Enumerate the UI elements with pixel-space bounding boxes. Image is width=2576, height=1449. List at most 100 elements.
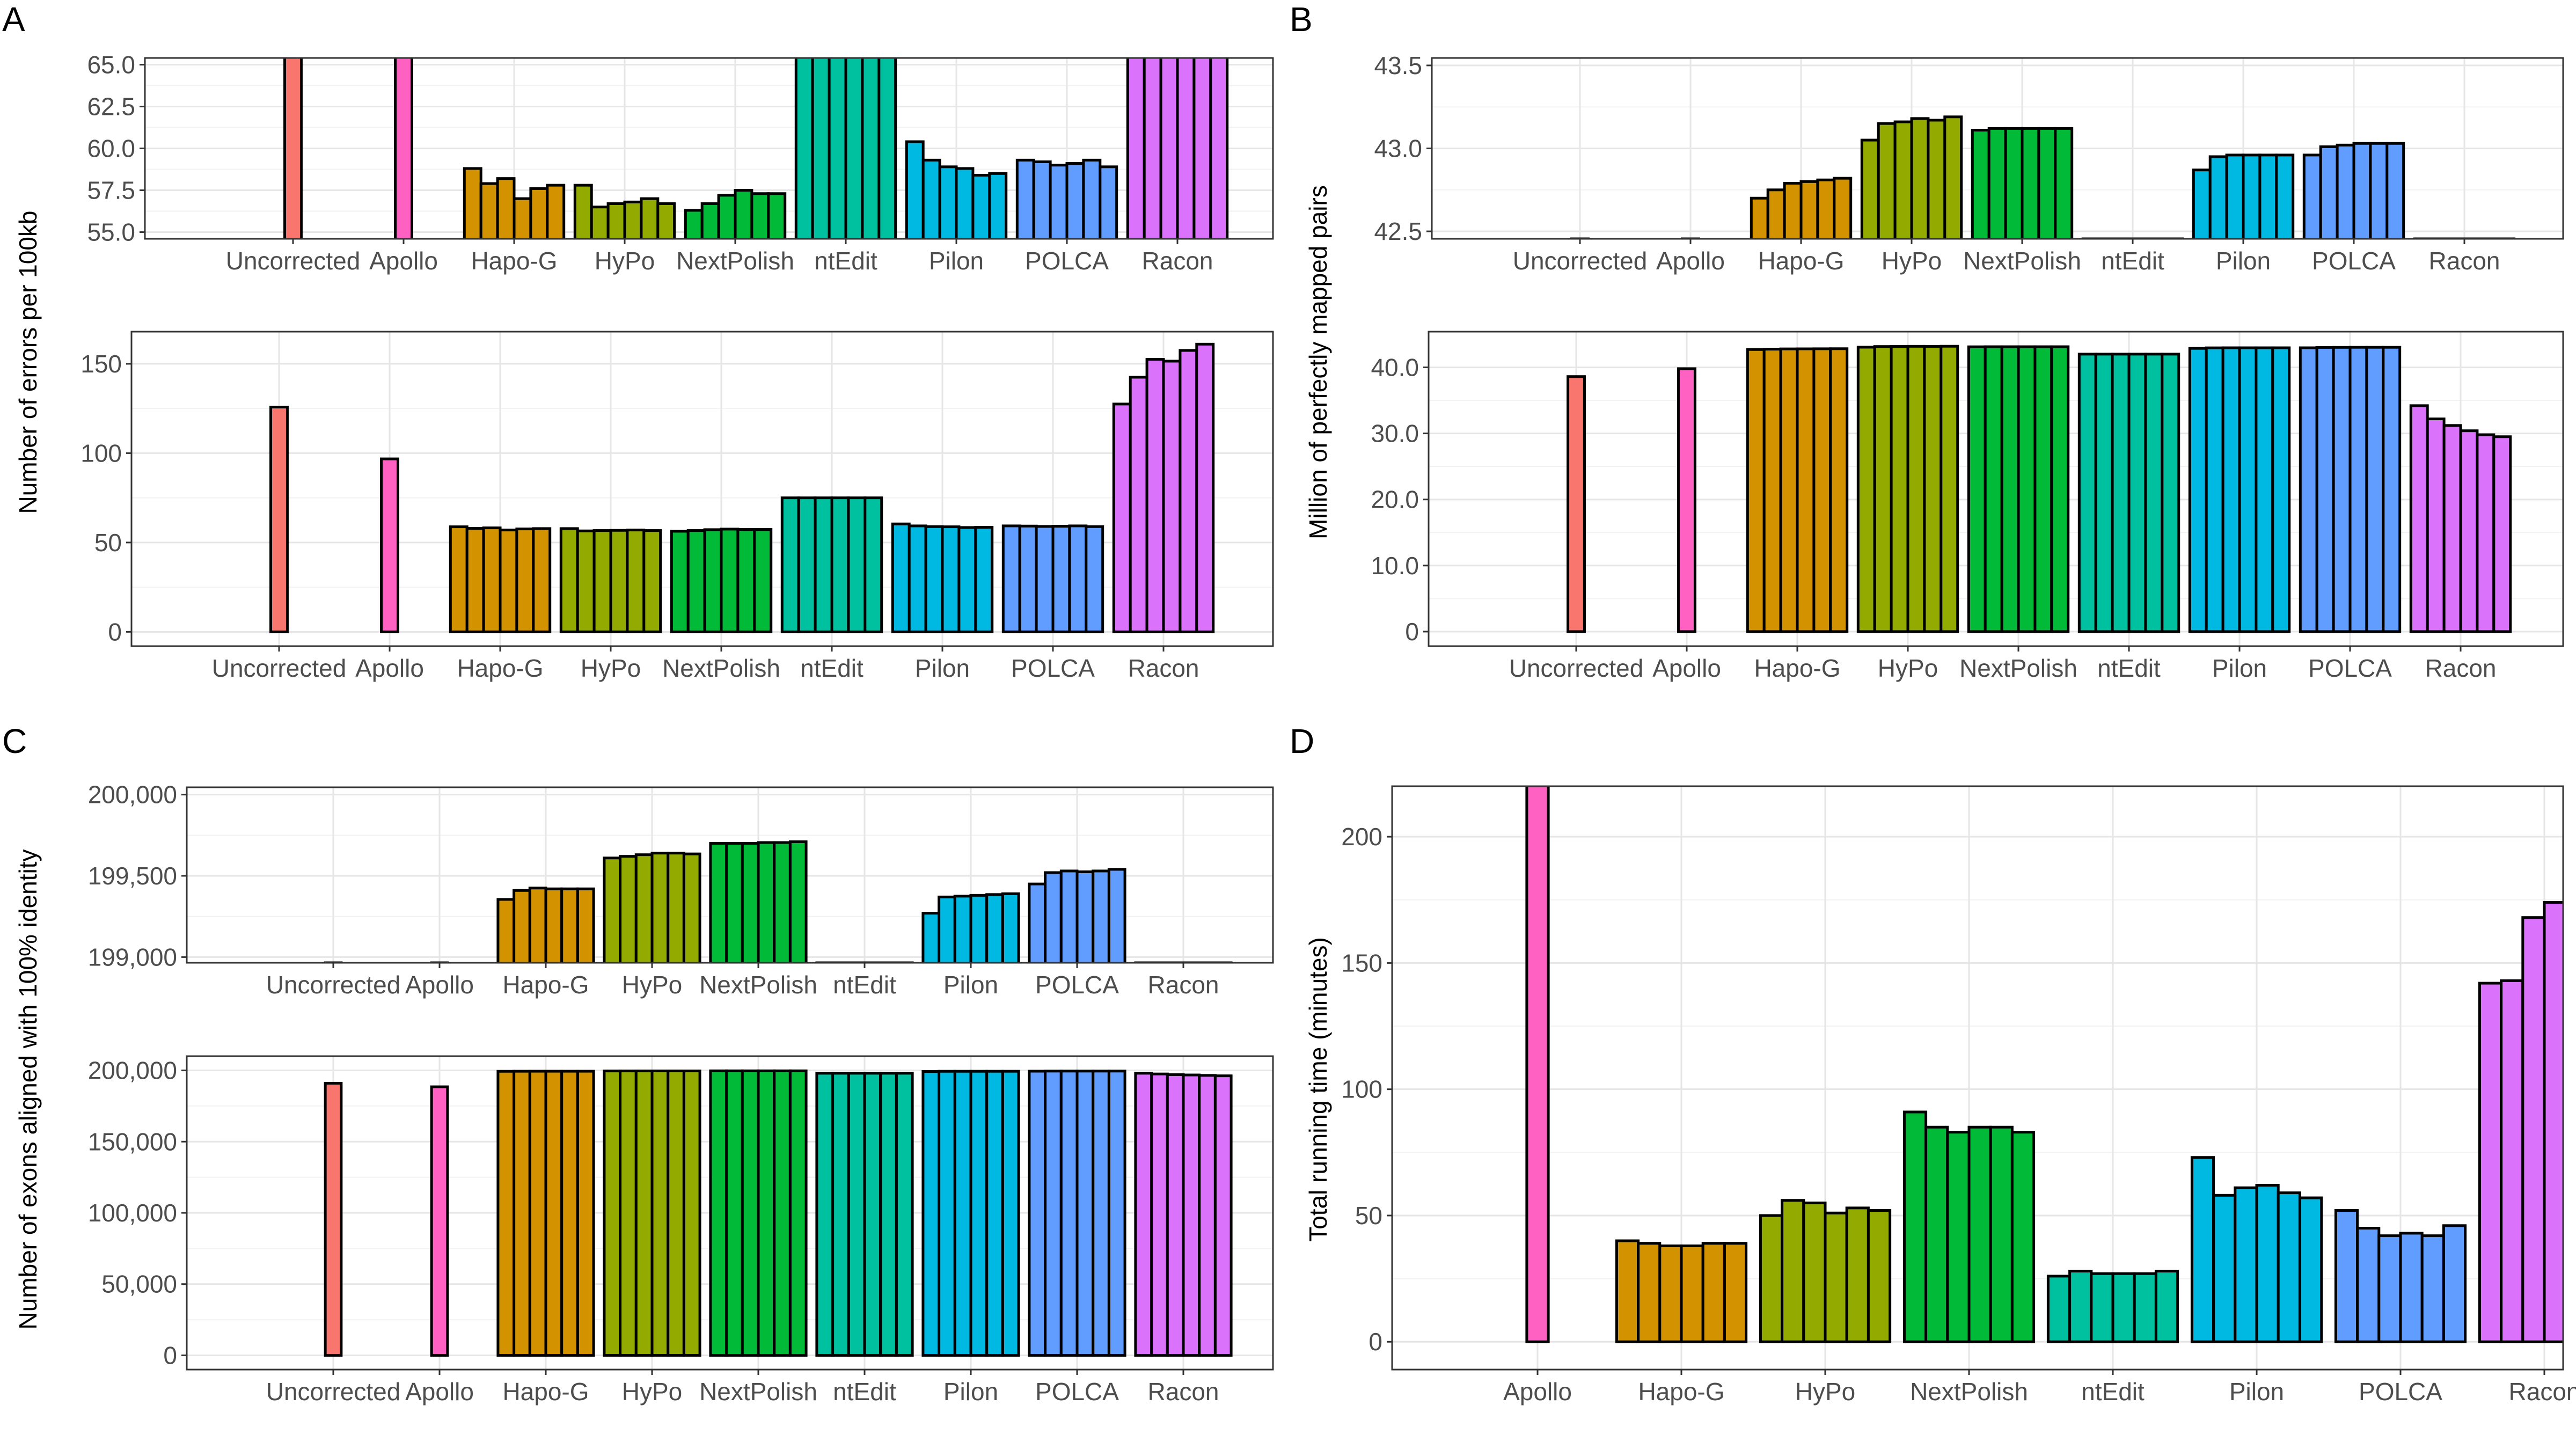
bar-polca-6 — [1107, 1070, 1126, 1357]
bar-hypo-1 — [603, 857, 622, 963]
bar-hypo-5 — [1923, 345, 1943, 633]
bar-hapo-g-1 — [463, 167, 482, 239]
bar-polca-4 — [1065, 162, 1085, 239]
panel-c-top-frame — [186, 786, 1274, 964]
bar-hypo-6 — [1943, 115, 1963, 239]
bar-nextpolish-6 — [767, 192, 787, 239]
y-tick-label: 57.5 — [87, 177, 135, 204]
panel-d-single-y-axis: 0 50 100 150 200 — [1341, 823, 1392, 1356]
bar-polca-5 — [2420, 1234, 2445, 1343]
bar-pilon-4 — [2242, 153, 2262, 239]
x-tick-label-racon: Racon — [1142, 247, 1213, 275]
bar-pilon-2 — [938, 1070, 956, 1357]
bar-polca-2 — [2315, 346, 2335, 633]
bar-hapo-g-4 — [544, 887, 564, 963]
bar-nextpolish-1 — [1971, 128, 1990, 239]
x-tick-label-hapo-g: Hapo-G — [457, 654, 543, 682]
panel-c-bottom-y-axis: 0 50,000 100,000 150,000 200,000 — [88, 1057, 187, 1369]
x-tick-label-pilon: Pilon — [943, 1378, 998, 1406]
bar-hapo-g-1 — [449, 525, 469, 633]
bar-pilon-5 — [957, 526, 977, 633]
bar-racon-5 — [1192, 58, 1212, 239]
bar-ntedit-4 — [844, 58, 864, 239]
bar-hapo-g-6 — [1829, 347, 1849, 633]
bar-nextpolish-1 — [1902, 1110, 1928, 1343]
bar-ntedit-3 — [2111, 353, 2131, 633]
bar-pilon-5 — [2277, 1191, 2301, 1343]
panel-a-bottom-bars — [269, 342, 1215, 633]
bar-ntedit-1 — [815, 1072, 835, 1357]
bar-ntedit-6 — [877, 58, 897, 239]
panel-letter-d: D — [1290, 722, 1314, 760]
bar-nextpolish-4 — [2021, 127, 2040, 239]
x-tick-label-uncorrected: Uncorrected — [1509, 654, 1644, 682]
x-tick-label-racon: Racon — [2429, 247, 2500, 275]
y-tick-label: 100 — [80, 439, 122, 467]
bar-hapo-g-5 — [560, 1070, 579, 1357]
x-tick-label-pilon: Pilon — [929, 247, 984, 275]
panel-d-y-axis-title: Total running time (minutes) — [1304, 937, 1332, 1242]
x-tick-label-hypo: HyPo — [1882, 247, 1942, 275]
x-tick-label-racon: Racon — [1148, 1378, 1219, 1406]
bar-pilon-3 — [924, 525, 944, 633]
x-tick-label-uncorrected: Uncorrected — [1513, 247, 1648, 275]
bar-nextpolish-1 — [709, 1069, 728, 1357]
bar-apollo-1 — [430, 1085, 449, 1357]
x-tick-label-hypo: HyPo — [595, 247, 655, 275]
bar-racon-4 — [1176, 58, 1196, 239]
bar-racon-1 — [1112, 402, 1132, 633]
bar-nextpolish-6 — [788, 840, 808, 963]
x-tick-label-nextpolish: NextPolish — [676, 247, 794, 275]
bar-nextpolish-4 — [734, 189, 753, 239]
panel-c-y-axis-title: Number of exons aligned with 100% identi… — [14, 850, 42, 1330]
bar-nextpolish-2 — [1984, 345, 2003, 633]
bar-polca-3 — [2336, 143, 2355, 239]
bar-nextpolish-3 — [741, 841, 760, 963]
bar-hypo-6 — [1867, 1209, 1892, 1343]
bar-nextpolish-3 — [703, 528, 723, 633]
bar-polca-6 — [1107, 868, 1126, 963]
bar-ntedit-3 — [828, 58, 847, 239]
x-tick-label-apollo: Apollo — [1503, 1378, 1572, 1406]
bar-racon-2 — [1129, 376, 1148, 633]
panel-c-bottom-x-axis: Uncorrected Apollo Hapo-G HyPo NextPolish ntE… — [266, 1370, 1219, 1406]
bar-racon-3 — [2521, 916, 2546, 1343]
y-tick-label: 43.5 — [1374, 52, 1422, 79]
bar-hapo-g-3 — [1783, 181, 1803, 239]
bar-ntedit-6 — [2154, 1269, 2179, 1343]
y-tick-label: 199,000 — [88, 943, 177, 971]
bar-hapo-g-3 — [482, 526, 502, 633]
panel-b-top-bars — [1570, 115, 2516, 239]
bar-hapo-g-1 — [496, 1070, 516, 1357]
bar-pilon-5 — [985, 1070, 1004, 1357]
bar-pilon-2 — [921, 158, 941, 239]
bar-hapo-g-4 — [1680, 1244, 1704, 1343]
bar-uncorrected-1 — [283, 58, 303, 239]
bar-racon-3 — [1145, 358, 1165, 633]
bar-polca-6 — [2382, 346, 2402, 633]
bar-racon-2 — [1143, 58, 1162, 239]
bar-hypo-3 — [634, 1070, 654, 1357]
bar-pilon-4 — [969, 1070, 989, 1357]
bar-hapo-g-5 — [1812, 347, 1832, 633]
bar-apollo-1 — [1525, 786, 1550, 1343]
bar-nextpolish-1 — [1967, 345, 1987, 633]
bar-ntedit-4 — [863, 1072, 882, 1357]
bar-polca-5 — [2369, 142, 2389, 239]
x-tick-label-polca: POLCA — [1035, 1378, 1119, 1406]
bar-nextpolish-3 — [2004, 127, 2024, 239]
x-tick-label-apollo: Apollo — [355, 654, 424, 682]
bar-polca-6 — [1085, 525, 1104, 633]
bar-polca-2 — [1018, 524, 1038, 633]
bar-polca-4 — [2348, 346, 2368, 633]
bar-racon-4 — [1162, 360, 1182, 633]
bar-racon-6 — [1213, 1074, 1233, 1357]
bar-nextpolish-6 — [788, 1069, 808, 1357]
bar-hypo-2 — [1877, 122, 1897, 239]
bar-ntedit-3 — [847, 1072, 866, 1357]
bar-nextpolish-5 — [773, 841, 792, 963]
bar-hapo-g-3 — [496, 177, 516, 239]
bar-hypo-1 — [603, 1070, 622, 1357]
bar-racon-3 — [1166, 1073, 1185, 1357]
